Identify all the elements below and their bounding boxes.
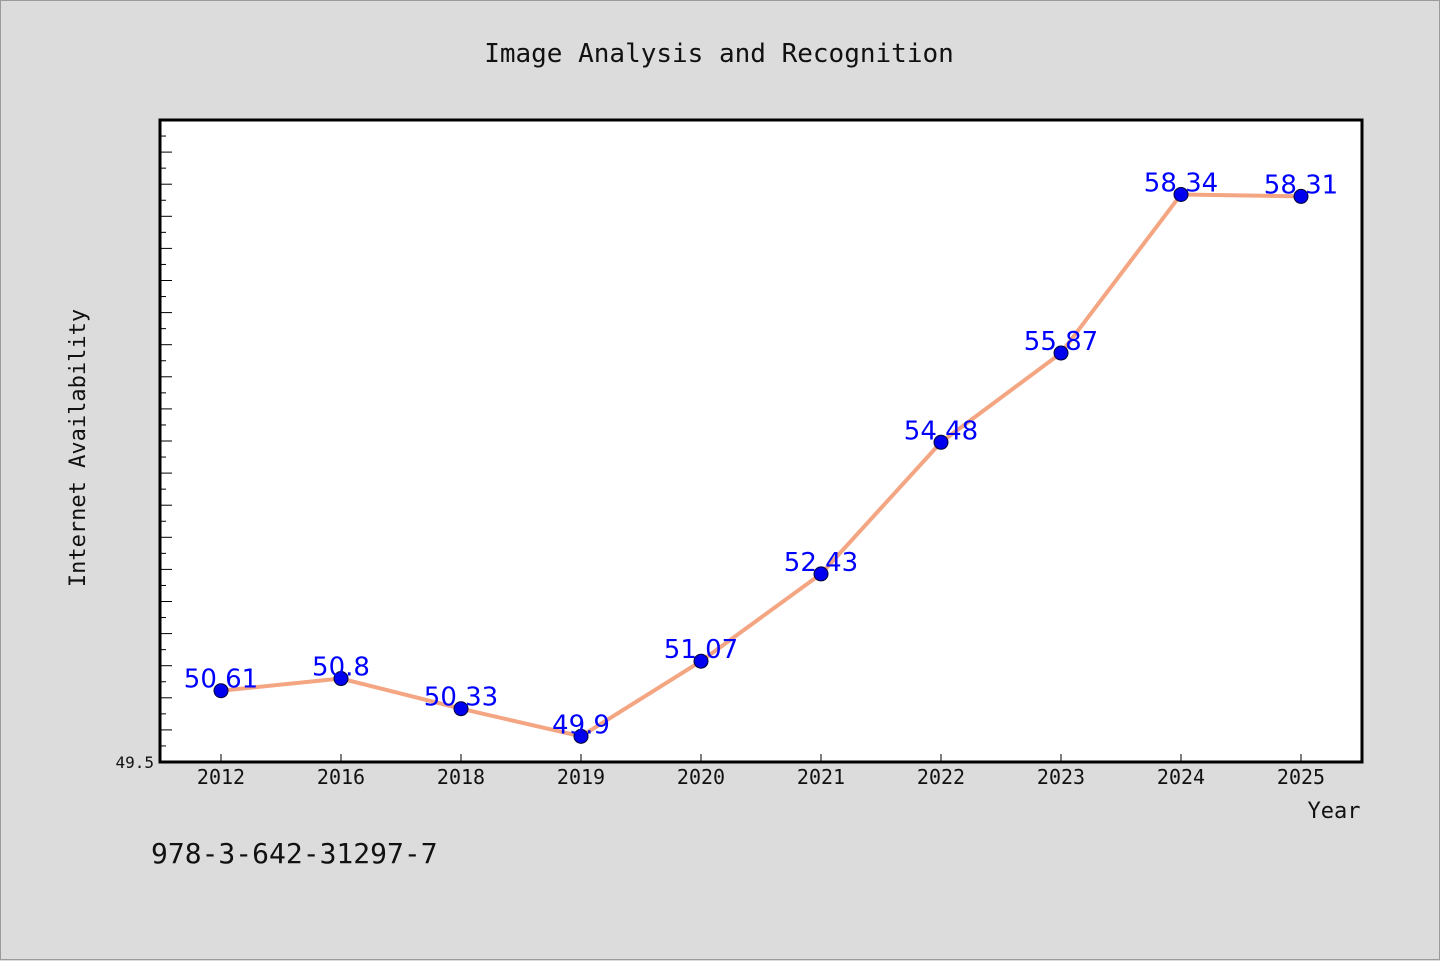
data-point-marker	[813, 566, 829, 582]
data-point-marker	[573, 728, 589, 744]
data-label: 52.43	[784, 548, 858, 578]
x-tick-label: 2023	[1037, 765, 1085, 789]
y-axis-ticks	[160, 119, 172, 763]
x-tick-label: 2025	[1277, 765, 1325, 789]
data-point-marker	[1053, 345, 1069, 361]
data-point-marker	[333, 671, 349, 687]
data-label: 49.9	[552, 710, 610, 740]
y-axis-label: Internet Availability	[66, 309, 91, 587]
data-point-marker	[693, 653, 709, 669]
y-tick-label-min: 49.5	[115, 753, 154, 772]
x-tick-label: 2022	[917, 765, 965, 789]
plot-area	[158, 118, 1364, 764]
x-axis-label: Year	[1308, 799, 1361, 824]
x-tick-label: 2020	[677, 765, 725, 789]
data-label: 51.07	[664, 635, 738, 665]
x-tick-label: 2019	[557, 765, 605, 789]
data-label: 58.34	[1144, 168, 1218, 198]
x-tick-label: 2024	[1157, 765, 1205, 789]
series-line-layer	[219, 192, 1303, 739]
data-point-marker	[1173, 186, 1189, 202]
data-point-marker	[933, 434, 949, 450]
data-label: 55.87	[1024, 327, 1098, 357]
data-point-marker	[1293, 188, 1309, 204]
data-label: 50.33	[424, 683, 498, 713]
data-label: 50.61	[184, 665, 258, 695]
x-tick-label: 2018	[437, 765, 485, 789]
x-tick-label: 2016	[317, 765, 365, 789]
data-label: 58.31	[1264, 170, 1338, 200]
x-tick-label: 2012	[197, 765, 245, 789]
data-label-layer: 50.61 50.8 50.33 49.9 51.07 52.43 54.48 55.87 58…	[184, 168, 1338, 740]
data-label: 50.8	[312, 653, 370, 683]
data-label: 54.48	[904, 416, 978, 446]
x-axis-ticks: 2012 2016 2018 2019 2020 2021 2022 2023 2024 2025	[197, 754, 1325, 789]
series-line	[219, 192, 1303, 739]
footnote: 978-3-642-31297-7	[151, 837, 438, 870]
data-point-marker	[453, 701, 469, 717]
data-point-marker	[213, 683, 229, 699]
marker-layer	[213, 186, 1309, 744]
chart-title: Image Analysis and Recognition	[484, 39, 954, 69]
x-tick-label: 2021	[797, 765, 845, 789]
